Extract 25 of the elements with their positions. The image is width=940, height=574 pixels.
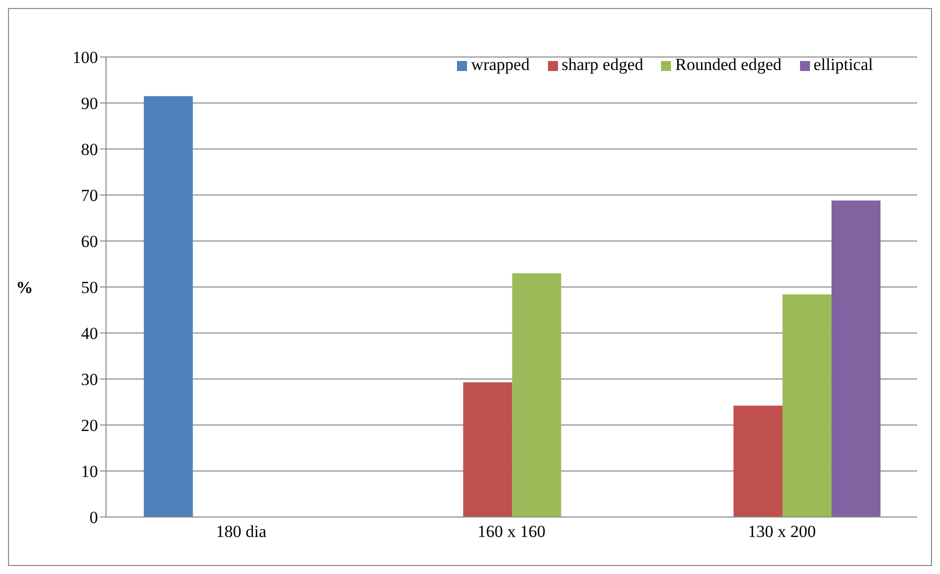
legend-label: wrapped — [471, 55, 530, 74]
y-tick-label: 50 — [81, 278, 98, 298]
x-tick-label: 180 dia — [216, 522, 267, 542]
legend-label: sharp edged — [562, 55, 644, 74]
bar — [734, 406, 783, 517]
x-tick-label: 160 x 160 — [478, 522, 546, 542]
y-tick-label: 100 — [72, 48, 98, 68]
y-tick-label: 0 — [90, 508, 98, 528]
y-tick-label: 20 — [81, 416, 98, 436]
y-tick-label: 40 — [81, 324, 98, 344]
legend-label: elliptical — [814, 55, 873, 74]
y-tick-label: 90 — [81, 94, 98, 114]
legend-label: Rounded edged — [675, 55, 782, 74]
y-tick-label: 70 — [81, 186, 98, 206]
y-tick-label: 80 — [81, 140, 98, 160]
bar — [832, 200, 881, 517]
y-tick-label: 10 — [81, 462, 98, 482]
y-tick-label: 30 — [81, 370, 98, 390]
bar — [144, 96, 193, 517]
x-tick-label: 130 x 200 — [748, 522, 816, 542]
y-tick-label: 60 — [81, 232, 98, 252]
y-axis-title: % — [16, 278, 33, 298]
bar — [463, 382, 512, 517]
bar — [782, 294, 832, 517]
bar — [512, 273, 562, 517]
